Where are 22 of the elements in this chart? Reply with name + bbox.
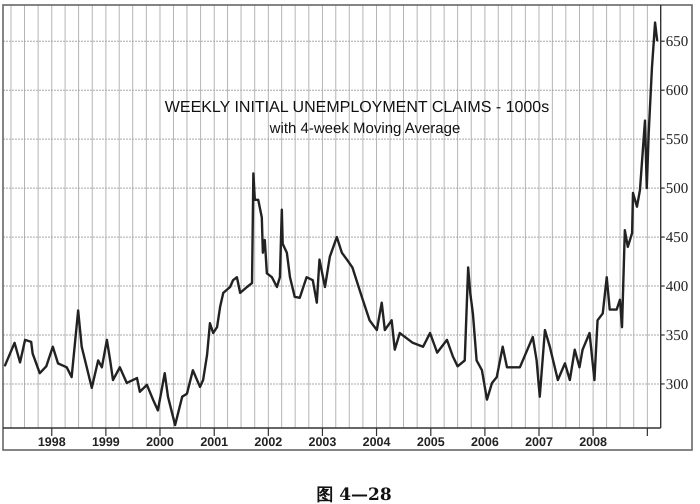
x-tick-label: 2006 [470,435,499,449]
x-tick-label: 2007 [525,435,553,449]
x-tick-label: 2005 [416,435,445,449]
y-tick-label: 400 [666,279,688,296]
caption: 图 4—28 [316,485,392,504]
y-tick-label: 450 [666,230,688,246]
x-tick-label: 1998 [38,435,66,449]
text: WEEKLY INITIAL UNEMPLOYMENT CLAIMS - 1000s [164,99,550,116]
x-tick-label: 1999 [92,435,120,449]
x-tick-label: 2008 [579,435,608,449]
x-tick-label: 2001 [200,435,228,449]
y-tick-label: 350 [666,328,688,344]
text: with 4-week Moving Average [268,120,460,137]
x-tick-label: 2004 [362,435,390,449]
y-tick-label: 300 [666,376,688,393]
y-tick-label: 650 [666,34,688,50]
y-tick-label: 550 [666,132,688,148]
x-tick-label: 2003 [308,435,336,449]
x-tick-label: 2002 [254,435,282,449]
y-tick-label: 500 [666,181,688,198]
y-tick-label: 600 [666,83,688,100]
x-tick-label: 2000 [146,435,174,449]
